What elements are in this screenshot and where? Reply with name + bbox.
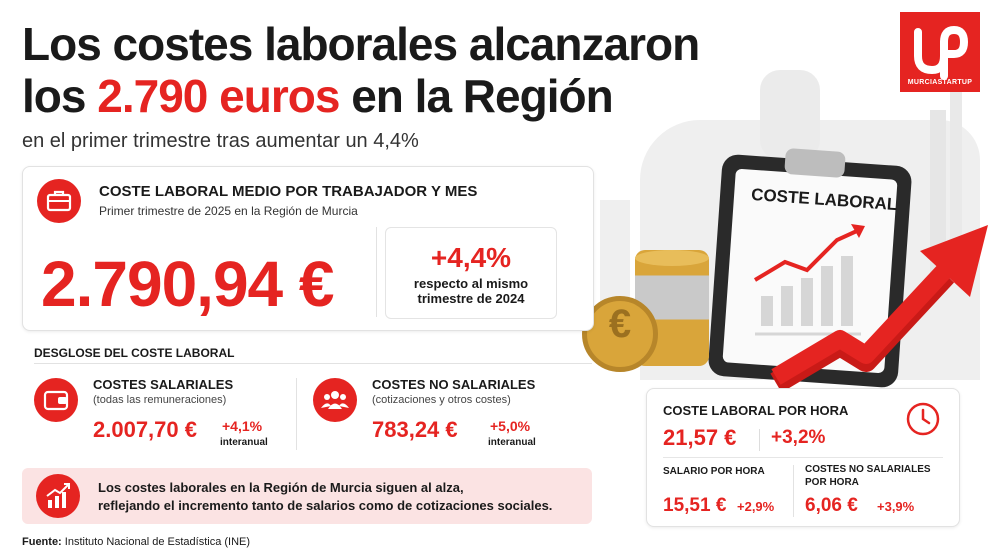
- brand-logo: MURCIASTARTUP: [900, 12, 980, 92]
- people-icon: [313, 378, 357, 422]
- salario-hora-value: 15,51 €: [663, 495, 727, 516]
- salario-hora-change: +2,9%: [737, 499, 775, 514]
- briefcase-icon: [37, 179, 81, 223]
- source-label: Fuente:: [22, 536, 62, 548]
- source-note: Fuente: Instituto Nacional de Estadístic…: [22, 536, 250, 548]
- no-salariales-hora-label-2: POR HORA: [805, 477, 859, 488]
- source-text: Instituto Nacional de Estadística (INE): [61, 536, 251, 548]
- trend-arrow-icon: [770, 225, 988, 393]
- main-change-note-1: respecto al mismo: [413, 276, 529, 291]
- euro-icon: €: [608, 302, 632, 346]
- euro-coin: [582, 296, 658, 372]
- hourly-change: +3,2%: [771, 427, 826, 448]
- no-salariales-hora-value: 6,06 €: [805, 495, 858, 516]
- salariales-change: +4,1%: [222, 418, 263, 434]
- clock-icon: [906, 402, 940, 436]
- main-stat-subtitle: Primer trimestre de 2025 en la Región de…: [99, 204, 358, 218]
- no-salariales-hora-change: +3,9%: [877, 499, 915, 514]
- no-salariales-change: +5,0%: [490, 418, 531, 434]
- headline-line-2-pre: los: [22, 70, 98, 122]
- clipboard-clip: [784, 147, 846, 179]
- clipboard-illustration: COSTE LABORAL: [707, 147, 915, 389]
- growth-chart-icon: [36, 474, 80, 518]
- headline-line-1: Los costes laborales alcanzaron: [22, 18, 700, 70]
- wallet-icon: [34, 378, 78, 422]
- coins-illustration: €: [580, 250, 730, 380]
- main-change-note-2: trimestre de 2024: [417, 291, 525, 306]
- main-stat-value: 2.790,94 €: [41, 248, 334, 320]
- no-salariales-change-note: interanual: [488, 437, 536, 448]
- main-stat-card: COSTE LABORAL MEDIO POR TRABAJADOR Y MES…: [22, 166, 594, 331]
- headline-subtitle: en el primer trimestre tras aumentar un …: [22, 130, 419, 152]
- hourly-title: COSTE LABORAL POR HORA: [663, 403, 849, 418]
- breakdown-title: DESGLOSE DEL COSTE LABORAL: [34, 346, 235, 360]
- headline-line-2-post: en la Región: [339, 70, 614, 122]
- main-stat-title: COSTE LABORAL MEDIO POR TRABAJADOR Y MES: [99, 183, 478, 200]
- salariales-value: 2.007,70 €: [93, 417, 197, 442]
- no-salariales-value: 783,24 €: [372, 417, 458, 442]
- clipboard-chart-icon: [753, 224, 865, 336]
- banner-line-1: Los costes laborales en la Región de Mur…: [98, 480, 464, 495]
- salariales-label: COSTES SALARIALES: [93, 377, 234, 392]
- banner-line-2: reflejando el incremento tanto de salari…: [98, 498, 553, 513]
- main-change-box: +4,4% respecto al mismo trimestre de 202…: [385, 227, 557, 319]
- headline: Los costes laborales alcanzaron los 2.79…: [22, 18, 700, 122]
- salario-hora-label: SALARIO POR HORA: [663, 466, 765, 477]
- salariales-note: (todas las remuneraciones): [93, 394, 227, 406]
- summary-banner: Los costes laborales en la Región de Mur…: [22, 468, 592, 524]
- headline-line-2: los 2.790 euros en la Región: [22, 70, 699, 122]
- brand-name: MURCIASTARTUP: [907, 79, 973, 86]
- main-change-value: +4,4%: [430, 242, 512, 273]
- hourly-card: COSTE LABORAL POR HORA 21,57 € +3,2% SAL…: [646, 388, 960, 527]
- headline-highlight: 2.790 euros: [97, 70, 340, 122]
- no-salariales-hora-label-1: COSTES NO SALARIALES: [805, 464, 931, 475]
- up-logo-icon: [914, 25, 969, 80]
- no-salariales-note: (cotizaciones y otros costes): [372, 394, 511, 406]
- salariales-change-note: interanual: [220, 437, 268, 448]
- no-salariales-label: COSTES NO SALARIALES: [372, 377, 536, 392]
- hourly-value: 21,57 €: [663, 425, 737, 450]
